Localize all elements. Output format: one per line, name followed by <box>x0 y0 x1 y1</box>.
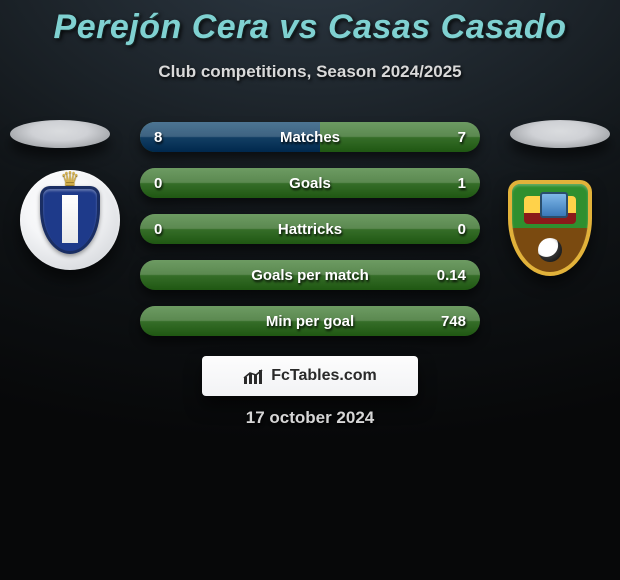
stat-row: Goals per match0.14 <box>140 260 480 290</box>
player-right-oval <box>510 120 610 148</box>
stat-label: Min per goal <box>140 306 480 336</box>
stat-row: Goals0 1 <box>140 168 480 198</box>
comparison-card: Perejón Cera vs Casas Casado Club compet… <box>0 0 620 580</box>
stats-block: Matches87Goals01Hattricks00Goals per mat… <box>140 122 480 352</box>
stat-value-left: 8 <box>154 122 162 152</box>
page-title: Perejón Cera vs Casas Casado <box>0 8 620 47</box>
stat-label: Goals <box>140 168 480 198</box>
date-text: 17 october 2024 <box>0 408 620 428</box>
stat-row: Matches8 7 <box>140 122 480 152</box>
stat-label: Goals per match <box>140 260 480 290</box>
stat-value-left: 0 <box>154 214 162 244</box>
brand-text: FcTables.com <box>271 367 377 385</box>
stat-label: Hattricks <box>140 214 480 244</box>
player-left-oval <box>10 120 110 148</box>
brand-panel[interactable]: FcTables.com <box>202 356 418 396</box>
stat-value-right: 7 <box>458 122 466 152</box>
subtitle: Club competitions, Season 2024/2025 <box>0 62 620 82</box>
stat-value-right: 0 <box>458 214 466 244</box>
stat-label: Matches <box>140 122 480 152</box>
stat-value-right: 1 <box>458 168 466 198</box>
stat-row: Hattricks0 0 <box>140 214 480 244</box>
ball-icon <box>538 238 562 262</box>
club-badge-left: ♛ <box>20 170 120 270</box>
stat-value-right: 748 <box>441 306 466 336</box>
shield-left-icon <box>40 186 100 254</box>
shield-right-icon <box>508 180 592 276</box>
stat-row: Min per goal748 <box>140 306 480 336</box>
club-badge-right <box>500 178 600 278</box>
stat-value-left: 0 <box>154 168 162 198</box>
barchart-icon <box>243 367 267 385</box>
stat-value-right: 0.14 <box>437 260 466 290</box>
